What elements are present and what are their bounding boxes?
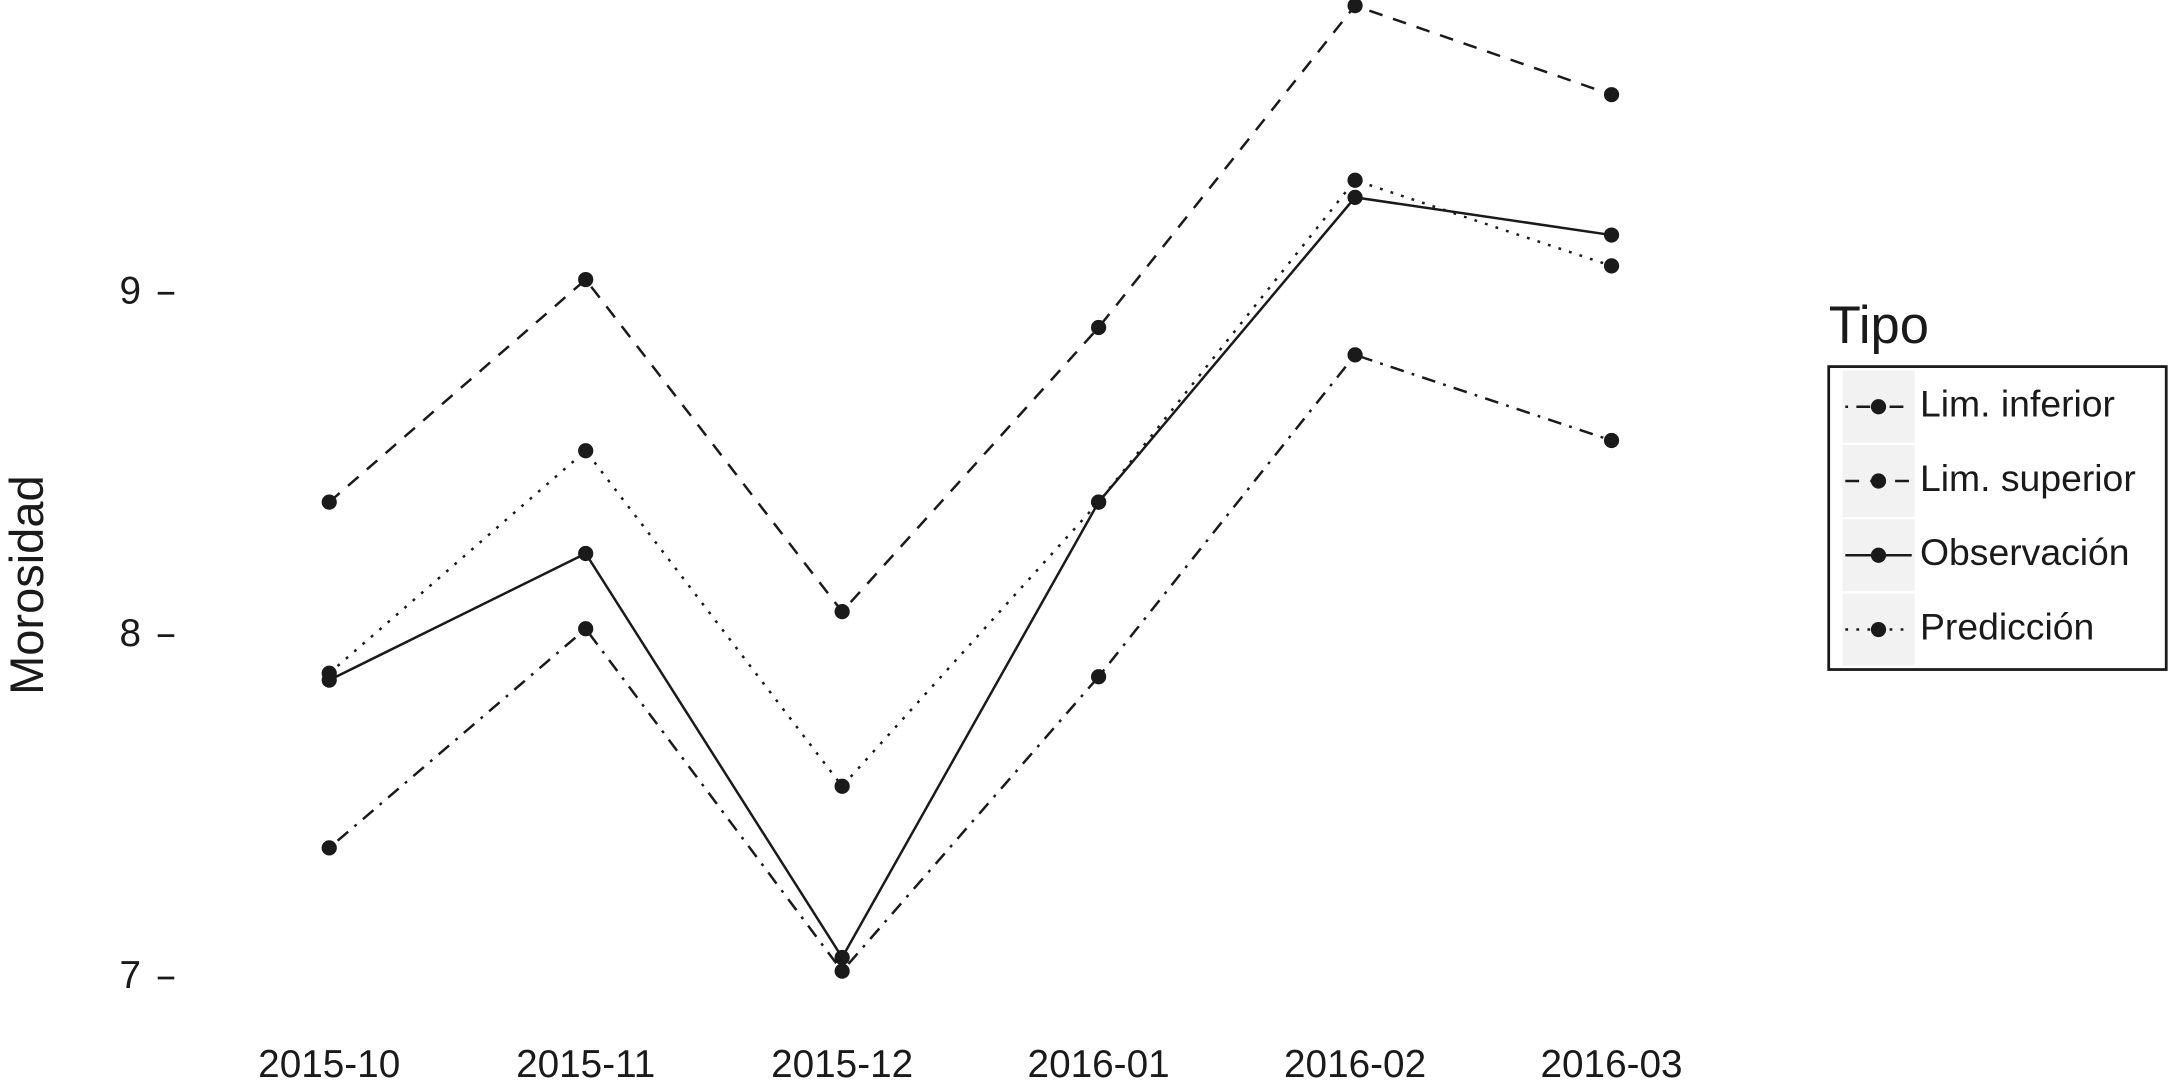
legend-key-point: [1870, 547, 1887, 563]
point: [321, 840, 337, 856]
point: [1347, 347, 1363, 363]
y-tick-label: 8: [120, 612, 142, 655]
series-line: [328, 4, 1612, 614]
point: [1347, 0, 1363, 14]
point: [1091, 494, 1107, 510]
x-tick-label: 2015-11: [516, 1043, 655, 1086]
point: [1347, 172, 1363, 188]
point: [578, 271, 594, 288]
legend-label: Observación: [1920, 531, 2130, 573]
y-tick-label: 7: [120, 954, 142, 997]
legend-key-point: [1870, 473, 1887, 489]
legend-key-point: [1870, 399, 1887, 415]
point: [1603, 432, 1620, 449]
point: [834, 963, 850, 979]
point: [578, 621, 594, 637]
y-axis-label: Morosidad: [0, 475, 53, 695]
x-tick-label: 2015-10: [258, 1043, 400, 1086]
point: [834, 604, 850, 620]
point: [578, 545, 594, 562]
x-tick-label: 2016-03: [1540, 1043, 1682, 1086]
point: [1603, 227, 1620, 243]
point: [1603, 258, 1620, 274]
series-line: [328, 353, 1612, 974]
point: [834, 949, 850, 966]
series-line: [328, 196, 1612, 960]
x-tick-label: 2016-01: [1028, 1043, 1170, 1086]
legend-title: Tipo: [1829, 296, 1929, 355]
point: [1091, 319, 1107, 336]
point: [321, 665, 337, 681]
legend-label: Lim. superior: [1920, 457, 2136, 499]
series-line: [328, 178, 1612, 789]
y-tick-label: 9: [120, 269, 142, 312]
point: [1091, 669, 1107, 685]
x-tick-label: 2016-02: [1284, 1043, 1426, 1086]
legend-label: Lim. inferior: [1920, 383, 2115, 425]
legend-label: Predicción: [1920, 605, 2094, 647]
point: [1347, 189, 1363, 205]
point: [1603, 87, 1620, 103]
point: [834, 778, 850, 794]
point: [321, 494, 337, 510]
legend-key-point: [1870, 621, 1887, 638]
point: [578, 443, 594, 459]
x-tick-label: 2015-12: [771, 1043, 913, 1086]
